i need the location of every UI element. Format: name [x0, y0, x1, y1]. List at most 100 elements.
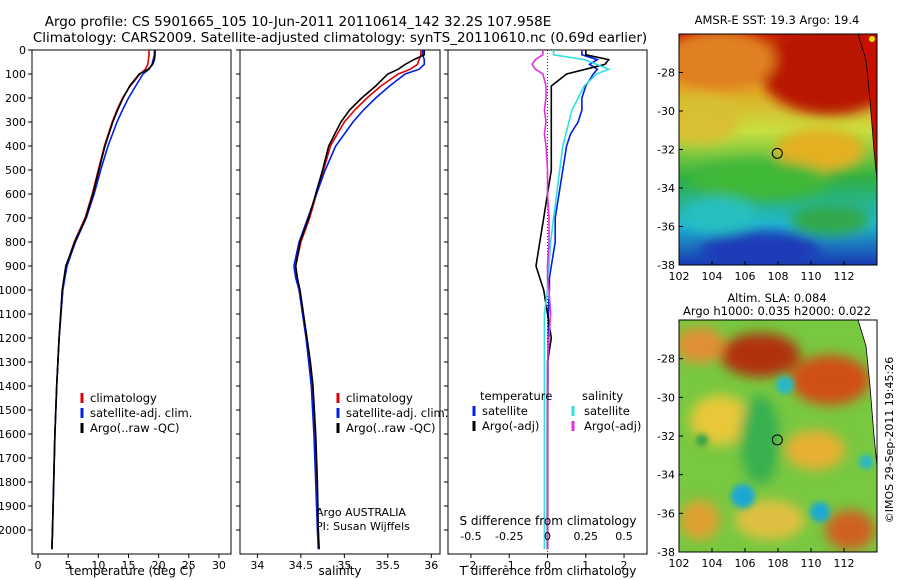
temperature-panel: 0 100 200 300 400 500 600 700 800 900 1000 1100 1200… [0, 44, 232, 578]
legend-item-label: Argo(..raw -QC) [346, 421, 436, 435]
x-tick-label: 2 [621, 559, 628, 572]
x-tick-label: 34 [250, 559, 264, 572]
depth-tick-label: 400 [5, 140, 26, 153]
legend-group-title: salinity [582, 389, 623, 403]
legend-item-label: Argo(..raw -QC) [90, 421, 180, 435]
map-lon-label: 102 [669, 557, 690, 570]
depth-tick-label: 200 [5, 92, 26, 105]
x-tick-label: 15 [121, 559, 135, 572]
map-lon-label: 104 [702, 270, 723, 283]
x-tick-label: 30 [212, 559, 226, 572]
x-tick-label: 5 [65, 559, 72, 572]
x-tick-label: 35.5 [376, 559, 401, 572]
map-lat-label: -30 [657, 391, 675, 404]
s-difference-ticks: -0.5 -0.25 0 0.25 0.5 [460, 530, 633, 543]
difference-axis-ticks: -2 -1 0 1 2 [465, 554, 628, 572]
salinity-axis-ticks: 34 34.5 35 35.5 36 [250, 554, 438, 572]
x-tick-label: 1 [582, 559, 589, 572]
argo-location-marker [771, 147, 783, 159]
legend-item-label: satellite-adj. clim. [90, 406, 192, 420]
map-lon-label: 110 [801, 270, 822, 283]
depth-axis-ticks: 0 100 200 300 400 500 600 700 800 900 1000 1100 1200… [0, 44, 32, 537]
salinity-plot-frame [239, 49, 441, 555]
map-lat-label: -36 [657, 221, 675, 234]
x-tick-label: 20 [152, 559, 166, 572]
depth-tick-label: 1200 [0, 332, 26, 345]
map-lon-label: 106 [735, 270, 756, 283]
map-lat-label: -32 [657, 430, 675, 443]
depth-tick-label: 1100 [0, 308, 26, 321]
depth-tick-label: 1000 [0, 284, 26, 297]
legend-item-label: satellite-adj. clim. [346, 406, 448, 420]
difference-legend: temperaturesatelliteArgo(-adj)salinitysa… [472, 389, 641, 433]
depth-tick-label: 1400 [0, 380, 26, 393]
map-lon-label: 108 [768, 270, 789, 283]
legend-item-label: Argo(-adj) [584, 419, 641, 433]
map-lon-label: 106 [735, 557, 756, 570]
depth-tick-label: 2000 [0, 524, 26, 537]
map-lat-label: -38 [657, 259, 675, 272]
depth-tick-label: 500 [5, 164, 26, 177]
sst-map-ticks: 102 104 106 108 110 112 -28 -30 -32 -34 -36 -38 [657, 67, 854, 284]
depth-tick-label: 700 [5, 212, 26, 225]
map-lat-label: -34 [657, 182, 675, 195]
difference-profile-lines [531, 50, 611, 550]
salinity-depth-ticks [236, 49, 240, 531]
depth-tick-label: 1600 [0, 428, 26, 441]
temperature-axis-ticks: 0 5 10 15 20 25 30 [35, 554, 226, 572]
depth-tick-label: 1800 [0, 476, 26, 489]
difference-panel: -2 -1 0 1 2 temperaturesatelliteArgo(-adj)sa… [444, 49, 648, 578]
map-lon-label: 110 [801, 557, 822, 570]
imos-timestamp: ©IMOS 29-Sep-2011 19:45:26 [883, 357, 896, 523]
map-lat-label: -28 [657, 67, 675, 80]
temperature-axis-label: temperature (deg C) [69, 564, 192, 578]
salinity-panel: 34 34.5 35 35.5 36 climatologysatellite-adj.… [236, 49, 448, 578]
argo-location-marker-sla [771, 434, 783, 446]
legend-item-label: climatology [346, 391, 413, 405]
sla-map-title: Altim. SLA: 0.084 [727, 291, 826, 305]
x-tick-label: 36 [424, 559, 438, 572]
float-owner-annotation-1: Argo AUSTRALIA [316, 506, 406, 519]
x-tick-label: -1 [504, 559, 515, 572]
depth-tick-label: 800 [5, 236, 26, 249]
salinity-axis-label: salinity [318, 564, 361, 578]
x2-tick-label: 0.25 [574, 530, 599, 543]
map-lat-label: -36 [657, 507, 675, 520]
x-tick-label: 0 [544, 559, 551, 572]
map-lon-label: 104 [702, 557, 723, 570]
difference-depth-ticks [444, 49, 448, 531]
depth-tick-label: 900 [5, 260, 26, 273]
sst-map-panel: AMSR-E SST: 19.3 Argo: 19.4 102 104 106 108… [657, 13, 878, 284]
depth-tick-label: 1300 [0, 356, 26, 369]
legend-item-label: satellite [584, 404, 630, 418]
float-owner-annotation-2: PI: Susan Wijffels [316, 520, 410, 533]
x2-tick-label: -0.5 [460, 530, 481, 543]
legend-item-label: Argo(-adj) [482, 419, 539, 433]
header-line-2: Climatology: CARS2009. Satellite-adjuste… [33, 30, 647, 46]
legend-group-title: temperature [480, 389, 552, 403]
depth-tick-label: 100 [5, 68, 26, 81]
x-tick-label: 35 [337, 559, 351, 572]
t-difference-label: T difference from climatology [459, 564, 637, 578]
x-tick-label: 0 [35, 559, 42, 572]
x2-tick-label: 0 [544, 530, 551, 543]
map-lon-label: 112 [834, 557, 855, 570]
depth-tick-label: 1700 [0, 452, 26, 465]
x2-tick-label: 0.5 [615, 530, 633, 543]
sst-map-image [679, 34, 877, 265]
x-tick-label: 34.5 [289, 559, 314, 572]
map-lon-label: 112 [834, 270, 855, 283]
sla-map-subtitle: Argo h1000: 0.035 h2000: 0.022 [683, 304, 871, 318]
temperature-profile-lines [51, 50, 156, 550]
map-lon-label: 102 [669, 270, 690, 283]
depth-tick-label: 600 [5, 188, 26, 201]
sst-map-title: AMSR-E SST: 19.3 Argo: 19.4 [695, 13, 860, 27]
map-lat-label: -32 [657, 144, 675, 157]
depth-tick-label: 300 [5, 116, 26, 129]
header-line-1: Argo profile: CS 5901665_105 10-Jun-2011… [45, 14, 552, 30]
temperature-plot-frame [31, 49, 232, 555]
sla-map-ticks: 102 104 106 108 110 112 -28 -30 -32 -34 -36 -38 [657, 353, 854, 570]
